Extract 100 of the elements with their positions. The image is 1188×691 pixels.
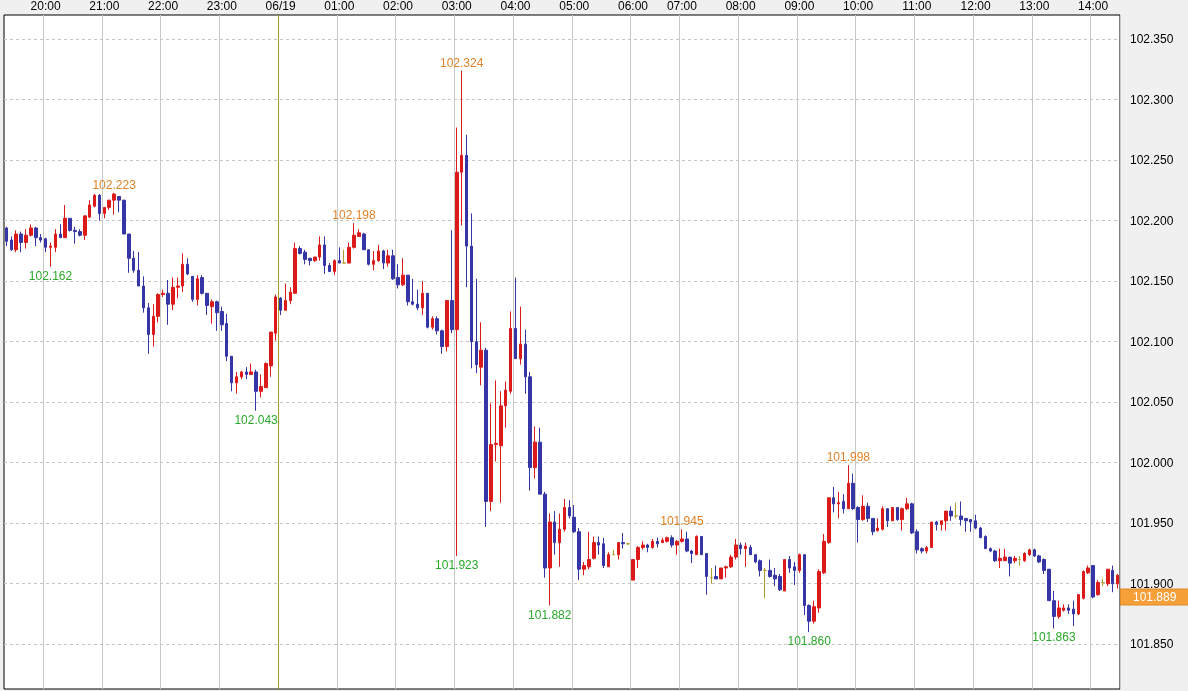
candlestick <box>700 536 703 556</box>
annotation: 101.923 <box>435 557 479 572</box>
candlestick <box>10 235 13 252</box>
candlestick <box>1106 568 1110 587</box>
candlestick <box>470 212 473 369</box>
annotation: 102.162 <box>28 268 73 283</box>
candlestick <box>783 559 786 592</box>
x-tick-label: 05:00 <box>559 0 590 13</box>
candlestick <box>954 502 958 519</box>
candlestick <box>249 363 253 375</box>
candlestick <box>484 347 488 528</box>
candlestick <box>465 134 468 288</box>
candlestick <box>240 370 243 380</box>
candlestick <box>749 544 752 556</box>
candlestick <box>342 249 346 264</box>
x-tick-label: 12:00 <box>960 0 991 13</box>
candlestick <box>651 538 654 550</box>
candlestick <box>372 250 375 271</box>
candlestick <box>670 534 674 548</box>
candlestick <box>710 567 713 585</box>
annotation: 101.863 <box>1032 630 1076 645</box>
candlestick <box>479 321 483 386</box>
x-tick-label: 13:00 <box>1019 0 1050 13</box>
candlestick <box>646 543 649 553</box>
candlestick <box>49 241 52 268</box>
candlestick <box>714 565 718 580</box>
candlestick <box>592 536 596 561</box>
annotation: 102.198 <box>332 208 376 223</box>
y-tick-label: 102.250 <box>1130 153 1174 168</box>
candlestick <box>166 279 170 326</box>
candlestick <box>431 315 434 331</box>
candlestick <box>1096 579 1100 597</box>
y-tick-label: 102.150 <box>1130 274 1174 289</box>
candlestick <box>847 464 850 510</box>
y-tick-label: 101.900 <box>1130 576 1174 591</box>
candlestick <box>665 536 669 544</box>
candlestick <box>1072 600 1075 627</box>
x-tick-label: 04:00 <box>500 0 531 13</box>
candlestick <box>553 510 556 556</box>
candlestick <box>475 278 478 374</box>
candlestick <box>426 292 429 329</box>
candlestick <box>509 310 512 395</box>
y-tick-label: 102.000 <box>1130 455 1174 470</box>
candlestick <box>210 298 214 325</box>
candlestick <box>59 223 62 239</box>
candlestick <box>445 300 449 352</box>
candlestick <box>842 493 845 515</box>
candlestick <box>563 498 566 533</box>
candlestick <box>14 229 18 253</box>
candlestick <box>196 274 199 306</box>
candlestick <box>328 262 331 273</box>
y-tick-label: 101.850 <box>1130 637 1174 652</box>
candlestick <box>944 510 948 531</box>
y-tick-label: 101.950 <box>1130 516 1174 531</box>
candlestick <box>1013 555 1017 564</box>
candlestick <box>1067 603 1070 615</box>
candlestick <box>382 249 385 270</box>
candlestick <box>230 355 233 392</box>
candlestick <box>949 505 953 522</box>
candlestick <box>798 552 801 574</box>
candlestick <box>44 237 47 253</box>
x-tick-label: 02:00 <box>383 0 414 13</box>
x-tick-label: 20:00 <box>30 0 61 13</box>
candlestick <box>333 258 336 276</box>
candlestick <box>979 526 982 539</box>
candlestick <box>284 283 287 311</box>
candlestick <box>935 520 938 531</box>
candlestick <box>896 506 899 522</box>
candlestick <box>416 289 419 311</box>
candlestick <box>1023 551 1026 563</box>
x-tick-label: 22:00 <box>148 0 179 13</box>
candlestick <box>602 537 605 569</box>
candlestick <box>279 296 282 316</box>
y-tick-label: 102.350 <box>1130 32 1174 47</box>
candlestick <box>406 274 410 306</box>
candlestick <box>1077 594 1080 616</box>
candlestick <box>925 545 928 554</box>
candlestick <box>450 229 454 334</box>
candlestick <box>142 275 145 314</box>
candlestick <box>881 505 884 531</box>
text: 101.889 <box>1133 590 1177 604</box>
candlestick <box>245 366 248 380</box>
candlestick <box>254 369 258 412</box>
x-tick-label: 21:00 <box>89 0 120 13</box>
annotation: 101.945 <box>660 514 704 529</box>
y-tick-label: 102.300 <box>1130 92 1174 107</box>
x-tick-label: 01:00 <box>324 0 355 13</box>
candlestick <box>93 193 96 208</box>
candlestick <box>832 486 835 513</box>
annotation: 101.998 <box>826 450 871 465</box>
candlestick <box>558 513 561 568</box>
candlestick <box>876 517 879 533</box>
x-tick-label: 06:00 <box>617 0 649 13</box>
annotation: 102.324 <box>439 55 484 70</box>
candlestick <box>607 551 610 568</box>
candlestick <box>63 204 67 239</box>
x-tick-label: 03:00 <box>441 0 473 13</box>
x-tick-label: 08:00 <box>725 0 756 13</box>
candlestick <box>1028 548 1031 557</box>
candlestick <box>533 425 537 479</box>
